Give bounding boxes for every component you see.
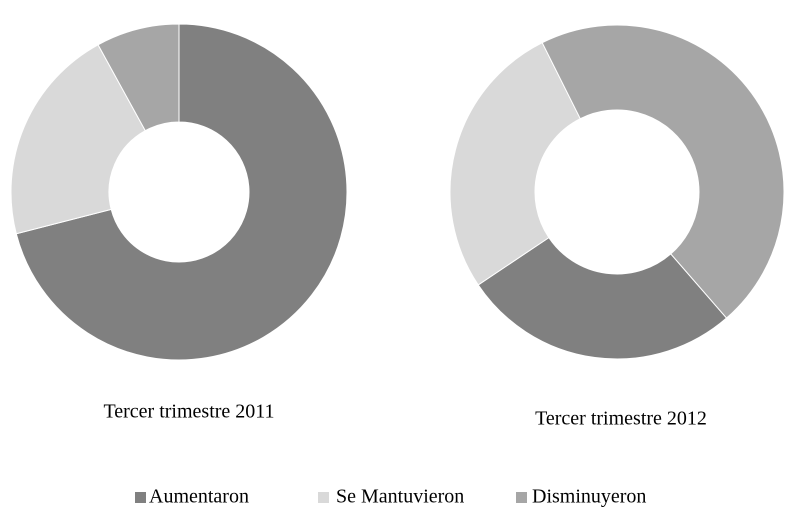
legend-swatch: [318, 492, 329, 503]
donut-slice: [541, 24, 785, 319]
legend-swatch: [516, 492, 527, 503]
donut-slice: [10, 44, 146, 235]
donut-slice: [449, 42, 581, 286]
donut-slice: [15, 23, 348, 361]
legend-label: Disminuyeron: [532, 486, 646, 508]
legend-label: Se Mantuvieron: [336, 486, 464, 508]
donut-slice: [477, 236, 728, 360]
chart-title: Tercer trimestre 2011: [103, 401, 274, 423]
donut-slice: [97, 23, 180, 132]
chart-title: Tercer trimestre 2012: [535, 408, 707, 430]
legend-swatch: [135, 492, 146, 503]
legend-label: Aumentaron: [149, 486, 249, 508]
